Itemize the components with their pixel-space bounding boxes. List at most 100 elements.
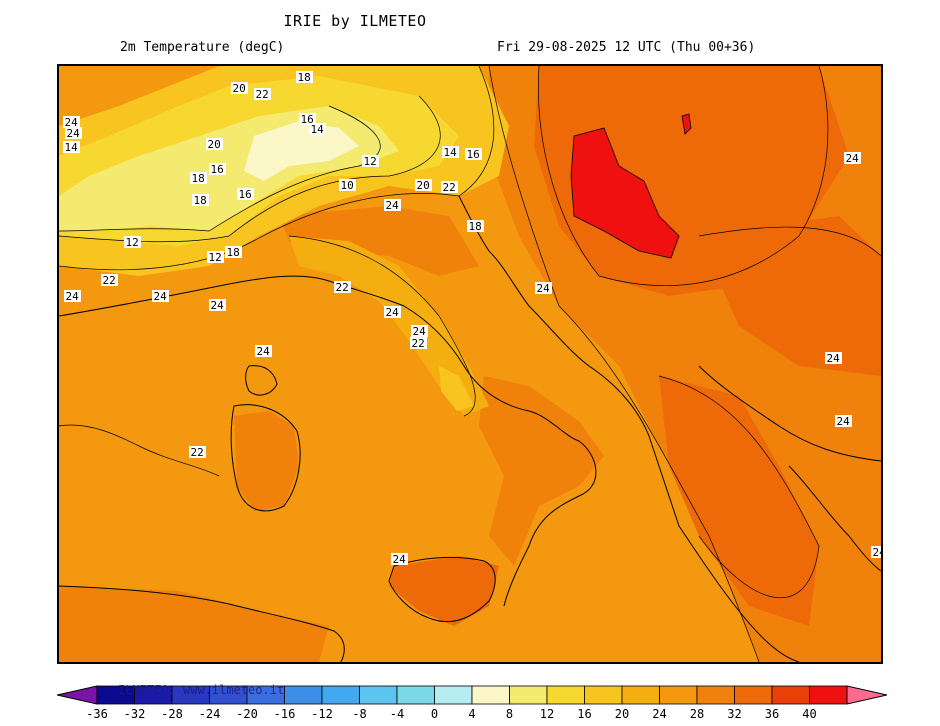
field-serbia-32 [699, 216, 881, 376]
colorbar-tick-label: 20 [614, 707, 630, 721]
contour-label: 22 [191, 446, 204, 459]
contour-label-box [384, 199, 401, 211]
temperature-map[interactable]: 20 22 18 20 16 14 16 18 12 10 16 18 12 14 16 20 24 18 22 12… [57, 64, 883, 664]
contour-label: 24 [386, 199, 400, 212]
chart-title: IRIE by ILMETEO [283, 12, 427, 30]
colorbar-segment [471, 685, 510, 705]
colorbar-tick-label: 32 [727, 707, 742, 721]
field-hot-spot [681, 113, 692, 135]
contour-label: 24 [873, 546, 882, 559]
contour-label-box [64, 290, 81, 302]
colorbar-tick-label: -28 [161, 707, 183, 721]
colorbar-segment [659, 685, 698, 705]
contour-label-box [207, 251, 224, 263]
contour-label-box [835, 415, 852, 427]
contour-label: 18 [469, 220, 482, 233]
contour-label: 24 [837, 415, 851, 428]
field-central-cool [439, 366, 474, 411]
contour-label-box [384, 306, 401, 318]
contour-label-box [299, 113, 316, 125]
contour-label-box [206, 138, 223, 150]
contour-label-box [101, 274, 118, 286]
colorbar-segment [696, 685, 735, 705]
contour-label: 24 [154, 290, 168, 303]
contour-label-box [415, 179, 432, 191]
contour-label: 24 [413, 325, 427, 338]
colorbar-tick-label: -20 [236, 707, 258, 721]
contour-label: 24 [65, 116, 79, 129]
colorbar-tick-label: 28 [689, 707, 705, 721]
colorbar-tick-label: -12 [311, 707, 333, 721]
contour-label-box [63, 116, 80, 128]
field-sardinia [234, 411, 299, 511]
colorbar-segment [809, 685, 848, 705]
contour-label-box [190, 172, 207, 184]
colorbar-tick-label: 24 [652, 707, 667, 721]
colorbar-tick-label: 40 [802, 707, 817, 721]
contour-label-box [309, 123, 326, 135]
contour-label: 10 [341, 179, 354, 192]
colorbar-tick-label: -32 [123, 707, 146, 721]
contour-label: 20 [417, 179, 430, 192]
contour-label: 20 [233, 82, 246, 95]
contour-label: 12 [364, 155, 377, 168]
colorbar-tick-label: -4 [389, 707, 405, 721]
contour-label-box [231, 82, 248, 94]
contour-label-box [237, 188, 254, 200]
contour-label: 14 [311, 123, 325, 136]
contour-label: 18 [298, 71, 311, 84]
contour-label-box [334, 281, 351, 293]
contour-label-box [296, 71, 313, 83]
contour-label-box [441, 181, 458, 193]
contour-label-box [192, 194, 209, 206]
colorbar-segment [359, 685, 398, 705]
contour-label-box [391, 553, 408, 565]
contour-label-box [844, 152, 861, 164]
colorbar-segment [621, 685, 660, 705]
colorbar-segment [546, 685, 585, 705]
contour-label-box [442, 146, 459, 158]
contour-label: 24 [393, 553, 407, 566]
contour-label-box [255, 345, 272, 357]
colorbar-tick-label: -8 [352, 707, 367, 721]
field-greece [659, 376, 819, 626]
contour-label: 16 [211, 163, 224, 176]
contour-label: 12 [209, 251, 222, 264]
contour-label: 12 [126, 236, 139, 249]
contour-label-box [825, 352, 842, 364]
contour-label-box [189, 446, 206, 458]
variable-label: 2m Temperature (degC) [120, 40, 285, 55]
contour-label: 18 [227, 246, 240, 259]
contour-label-box [209, 163, 226, 175]
colorbar-segment [321, 685, 360, 705]
field-alps-8 [244, 121, 359, 181]
field-south-italy [479, 376, 604, 566]
colorbar-segment [284, 685, 323, 705]
field-north-africa [59, 586, 329, 662]
contour-label: 22 [443, 181, 456, 194]
contour-label: 24 [66, 290, 80, 303]
contour-label: 24 [827, 352, 841, 365]
contour-label-box [254, 88, 271, 100]
colorbar-segment [584, 685, 623, 705]
contour-label: 20 [208, 138, 221, 151]
colorbar-tick-label: 36 [764, 707, 780, 721]
contour-label: 24 [386, 306, 400, 319]
valid-time-label: Fri 29-08-2025 12 UTC (Thu 00+36) [497, 40, 756, 55]
watermark: ILMETEO: www.ilmeteo.it [118, 683, 285, 697]
colorbar-ticks: -36 -32 -28 -24 -20 -16 -12 -8 -4 0 4 8 12 16 20 24 28 32… [0, 707, 940, 723]
contour-label: 24 [537, 282, 551, 295]
contour-label-box [535, 282, 552, 294]
contour-label: 22 [412, 337, 425, 350]
contour-label: 16 [239, 188, 252, 201]
colorbar-tick-label: -24 [198, 707, 221, 721]
contour-label-box [410, 337, 427, 349]
contour-label: 24 [67, 127, 81, 140]
isotherms [59, 66, 881, 662]
contour-label-box [152, 290, 169, 302]
contour-label-box [871, 546, 881, 558]
contour-label: 22 [103, 274, 116, 287]
contour-label-box [209, 299, 226, 311]
colorbar-segment [734, 685, 773, 705]
contour-label: 24 [846, 152, 860, 165]
